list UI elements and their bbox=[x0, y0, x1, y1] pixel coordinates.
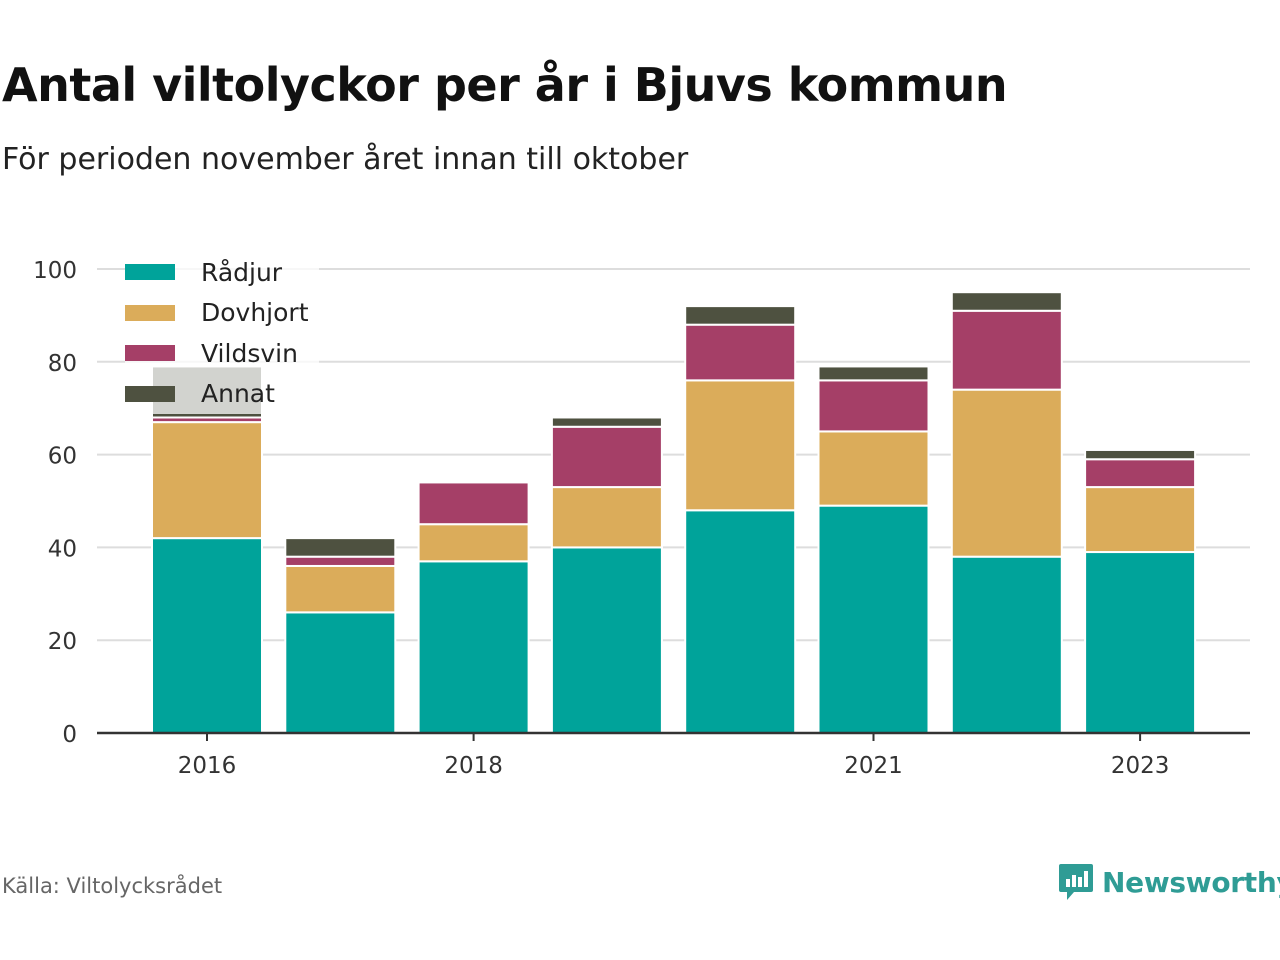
bar-dovhjort-2018 bbox=[417, 523, 530, 563]
bar-vildsvin-2022 bbox=[950, 309, 1063, 391]
legend-label-radjur: Rådjur bbox=[201, 257, 283, 287]
bar-vildsvin-2017 bbox=[284, 555, 397, 567]
chart-legend: Rådjur Dovhjort Vildsvin Annat bbox=[125, 252, 319, 414]
legend-swatch-vildsvin bbox=[125, 345, 175, 362]
y-tick-label: 40 bbox=[48, 536, 77, 562]
x-tick-label: 2023 bbox=[1111, 753, 1170, 779]
x-tick-label: 2021 bbox=[844, 753, 903, 779]
bar-annat-2023 bbox=[1084, 448, 1197, 461]
legend-swatch-radjur bbox=[125, 264, 175, 281]
bar-annat-2017 bbox=[284, 537, 397, 558]
bar-radjur-2022 bbox=[950, 555, 1063, 734]
y-tick-label: 80 bbox=[48, 351, 77, 377]
bar-radjur-2016 bbox=[151, 537, 263, 734]
y-tick-label: 60 bbox=[48, 444, 77, 470]
bar-radjur-2017 bbox=[284, 611, 397, 734]
bar-radjur-2019 bbox=[550, 546, 663, 735]
bar-vildsvin-2019 bbox=[550, 425, 663, 489]
y-tick-label: 0 bbox=[62, 722, 77, 748]
chart-title: Antal viltolyckor per år i Bjuvs kommun bbox=[2, 58, 1008, 112]
bar-vildsvin-2021 bbox=[817, 379, 930, 433]
bar-radjur-2021 bbox=[817, 504, 930, 735]
bar-dovhjort-2016 bbox=[151, 421, 263, 540]
bar-radjur-2018 bbox=[417, 560, 530, 734]
legend-item-annat: Annat bbox=[125, 374, 309, 415]
bar-annat-2020 bbox=[684, 305, 797, 326]
x-tick-label: 2018 bbox=[444, 753, 503, 779]
bar-dovhjort-2019 bbox=[550, 486, 663, 549]
y-tick-label: 100 bbox=[33, 258, 77, 284]
y-tick-label: 20 bbox=[48, 629, 77, 655]
legend-label-vildsvin: Vildsvin bbox=[201, 338, 298, 368]
legend-label-dovhjort: Dovhjort bbox=[201, 298, 309, 328]
chart-subtitle: För perioden november året innan till ok… bbox=[2, 142, 689, 177]
legend-item-vildsvin: Vildsvin bbox=[125, 333, 309, 374]
legend-item-dovhjort: Dovhjort bbox=[125, 293, 309, 334]
legend-swatch-annat bbox=[125, 385, 175, 402]
bar-dovhjort-2022 bbox=[950, 388, 1063, 558]
bar-dovhjort-2023 bbox=[1084, 486, 1197, 554]
source-note: Källa: Viltolycksrådet bbox=[2, 874, 223, 898]
bar-annat-2019 bbox=[550, 416, 663, 428]
bar-dovhjort-2020 bbox=[684, 379, 797, 512]
legend-swatch-dovhjort bbox=[125, 304, 175, 321]
bar-vildsvin-2020 bbox=[684, 323, 797, 382]
legend-item-radjur: Rådjur bbox=[125, 252, 309, 293]
newsworthy-logo-icon bbox=[1059, 864, 1093, 900]
brand-name: Newsworthy bbox=[1102, 865, 1280, 899]
brand-logo: Newsworthy bbox=[1058, 862, 1280, 902]
bar-dovhjort-2017 bbox=[284, 564, 397, 614]
bar-vildsvin-2023 bbox=[1084, 458, 1197, 489]
bar-annat-2022 bbox=[950, 291, 1063, 312]
bar-vildsvin-2018 bbox=[417, 481, 530, 526]
bar-dovhjort-2021 bbox=[817, 430, 930, 507]
legend-label-annat: Annat bbox=[201, 379, 275, 409]
bar-radjur-2023 bbox=[1084, 551, 1197, 734]
bar-radjur-2020 bbox=[684, 509, 797, 734]
bar-annat-2021 bbox=[817, 365, 930, 382]
x-tick-label: 2016 bbox=[178, 753, 237, 779]
